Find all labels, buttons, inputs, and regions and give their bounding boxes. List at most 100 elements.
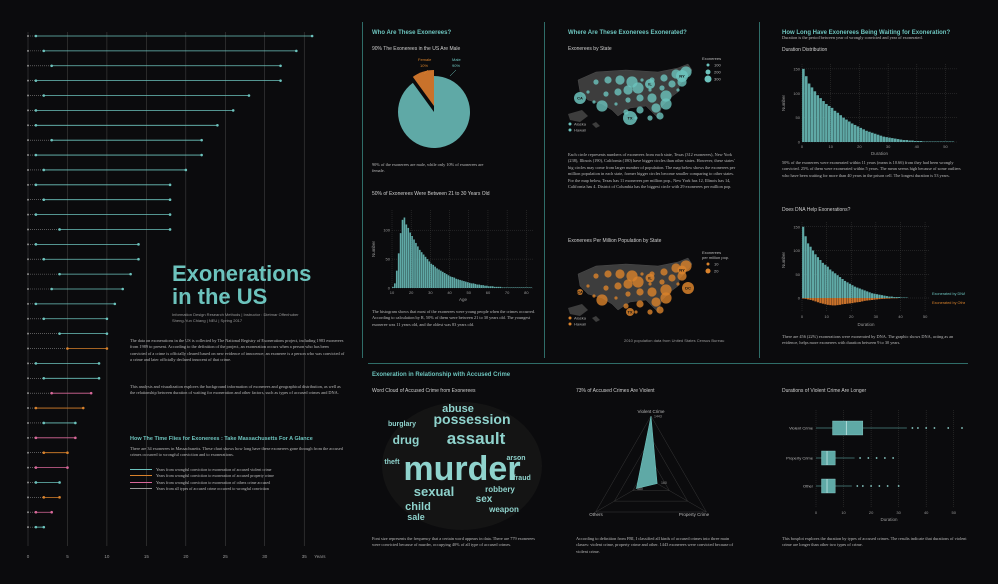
dna-other-bar xyxy=(885,298,888,299)
map2-alaska-label: Alaska xyxy=(574,316,587,321)
durChart-bar xyxy=(836,112,840,142)
dna-bar xyxy=(868,292,871,298)
mass-occurred-dot xyxy=(27,407,29,410)
mass-legend-item: Years from all types of accused crime oc… xyxy=(130,486,345,493)
map1-state-label: IL xyxy=(648,82,652,87)
ageChart-bar xyxy=(422,254,425,288)
ageChart-bar xyxy=(405,224,408,288)
mass-exoneration-dot xyxy=(58,481,61,484)
ageChart-bar xyxy=(486,285,488,288)
pie-leader-male xyxy=(449,69,457,77)
dna-bar xyxy=(885,296,888,298)
cloud-word: murder xyxy=(403,450,520,488)
ageChart-bar xyxy=(409,232,411,288)
mass-conviction-dot xyxy=(42,496,46,499)
dna-ytick: 150 xyxy=(793,224,800,229)
durChart-bar xyxy=(879,135,883,142)
pie-leader-female xyxy=(423,69,429,75)
who-title: Who Are These Exonerees? xyxy=(372,30,452,36)
ageChart-bar xyxy=(501,287,504,288)
mass-conviction-dot xyxy=(34,525,38,529)
ageChart-xtick: 70 xyxy=(505,290,510,295)
ageChart-bar xyxy=(438,269,440,288)
radar-label-others: Others xyxy=(589,512,603,517)
age-histogram: 0 50 100 10 20 30 40 50 60 70 80 Age Number xyxy=(371,210,534,302)
mass-exoneration-dot xyxy=(168,228,172,231)
mass-exoneration-dot xyxy=(105,347,109,350)
vertical-divider-2 xyxy=(544,22,545,358)
mass-occurred-dot xyxy=(27,392,29,395)
map2-state-dot xyxy=(647,309,653,315)
map1-state-dot xyxy=(625,97,631,103)
ageChart-ytick: 0 xyxy=(388,286,391,291)
dna-other-bar xyxy=(861,298,864,302)
mass-conviction-dot xyxy=(34,183,38,187)
cloud-word: child xyxy=(405,501,431,513)
map1-state-dot xyxy=(604,76,612,84)
map1-state-label: TX xyxy=(627,116,632,121)
box-title: Durations of Violent Crime Are Longer xyxy=(782,388,867,394)
box-text: This boxplot explores the duration by ty… xyxy=(782,536,967,548)
intro-paragraph: The data on exonerations in the US is co… xyxy=(130,338,345,363)
mass-occurred-dot xyxy=(27,466,29,469)
map2-state-label: NY xyxy=(679,268,685,273)
mass-exoneration-dot xyxy=(168,198,172,202)
mass-occurred-dot xyxy=(27,332,29,335)
mass-conviction-dot xyxy=(34,123,38,127)
ageChart-bar xyxy=(461,280,463,288)
mass-legend-swatch xyxy=(130,488,152,490)
dna-other-bar xyxy=(871,298,874,300)
mass-occurred-dot xyxy=(27,511,29,514)
ageChart-bar xyxy=(512,287,515,288)
dna-bar xyxy=(863,290,866,298)
durChart-xlabel: Duration xyxy=(871,151,889,156)
dna-other-bar xyxy=(856,298,859,303)
map1-state-dot xyxy=(615,75,625,85)
map2-state-dot xyxy=(659,279,665,285)
ageChart-bar xyxy=(522,287,525,288)
dna-other-bar xyxy=(883,298,886,299)
map2-hawaii-dot xyxy=(568,322,572,326)
ageChart-bar xyxy=(407,227,410,288)
ageChart-bar xyxy=(457,279,459,288)
map2-legend-label: 10 xyxy=(714,262,719,267)
mass-occurred-dot xyxy=(27,168,29,171)
ageChart-bar xyxy=(418,249,421,288)
mass-tick-label: 35 xyxy=(302,554,308,559)
mass-legend-swatch xyxy=(130,468,152,470)
box-outlier xyxy=(867,457,870,459)
mass-exoneration-dot xyxy=(50,510,53,514)
map1-legend-circle xyxy=(706,63,710,67)
dna-bar xyxy=(898,297,901,298)
dna-bar xyxy=(875,294,879,298)
map2-state-dot xyxy=(623,303,629,309)
dna-bar xyxy=(826,266,829,298)
box-outlier xyxy=(897,485,900,487)
ageChart-bar xyxy=(497,286,500,288)
ageChart-xtick: 50 xyxy=(467,290,472,295)
map1-state-dot xyxy=(676,88,680,92)
dna-other-bar xyxy=(848,298,852,304)
main-title: Exonerations in the US xyxy=(172,262,311,308)
duration-boxplot: 0 10 20 30 40 50 Duration Violent Crime Property… xyxy=(786,410,963,522)
mass-exoneration-dot xyxy=(81,406,85,410)
dna-bar xyxy=(807,243,810,298)
ageChart-bar xyxy=(465,281,467,288)
mass-exoneration-dot xyxy=(42,525,46,529)
map1-state-dot xyxy=(648,88,652,92)
dna-other-bar xyxy=(834,298,837,306)
dna-bar xyxy=(831,271,834,298)
box-xtick: 30 xyxy=(896,510,901,515)
dna-other-bar xyxy=(836,298,839,306)
dna-bar xyxy=(802,226,805,298)
map2-hawaii-shape xyxy=(592,316,600,322)
ageChart-xtick: 20 xyxy=(409,290,414,295)
mass-legend-swatch xyxy=(130,475,152,477)
mass-occurred-dot xyxy=(27,481,29,484)
mass-occurred-dot xyxy=(27,258,29,261)
pie-label-female: Female xyxy=(418,57,432,62)
dna-other-bar xyxy=(843,298,847,304)
mass-occurred-dot xyxy=(27,288,29,290)
mass-exoneration-dot xyxy=(66,451,69,455)
map1-hawaii-shape xyxy=(592,122,600,128)
